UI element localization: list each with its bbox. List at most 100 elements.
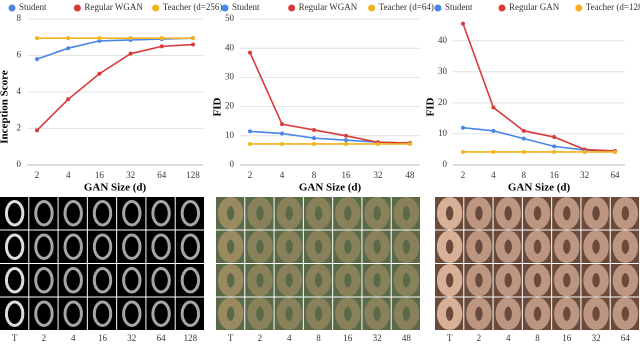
column-label: 128 xyxy=(184,333,198,343)
column-label: 4 xyxy=(287,333,292,343)
image-content xyxy=(393,264,420,297)
image-content xyxy=(364,297,390,330)
column-label: 16 xyxy=(562,333,572,343)
image-content xyxy=(364,264,390,297)
y-tick-label: 40 xyxy=(438,35,448,45)
image-content xyxy=(276,197,302,230)
image-content xyxy=(92,200,113,227)
legend-label: Regular GAN xyxy=(509,2,560,12)
image-content xyxy=(151,200,171,227)
data-point xyxy=(521,136,526,141)
image-content xyxy=(180,200,201,227)
image-content xyxy=(393,297,420,330)
data-point xyxy=(521,128,526,133)
image-content xyxy=(524,230,551,263)
image-content xyxy=(122,300,142,327)
x-tick-label: 48 xyxy=(406,170,416,180)
image-content xyxy=(151,300,171,327)
column-label: 32 xyxy=(592,333,601,343)
image-content xyxy=(63,300,83,327)
data-point xyxy=(461,21,465,26)
image-content xyxy=(122,233,142,260)
image-content xyxy=(524,264,551,297)
legend-marker xyxy=(575,4,583,12)
x-axis-label: GAN Size (d) xyxy=(84,182,147,194)
data-point xyxy=(552,135,557,140)
image-content xyxy=(583,264,609,297)
x-tick-label: 16 xyxy=(342,170,352,180)
image-content xyxy=(217,264,244,297)
x-tick-label: 8 xyxy=(522,170,527,180)
series-line xyxy=(36,43,194,131)
x-tick-label: 32 xyxy=(126,170,135,180)
data-point xyxy=(280,141,284,146)
image-content xyxy=(612,197,639,230)
y-tick-label: 40 xyxy=(225,42,235,52)
image-content xyxy=(495,297,521,330)
x-tick-label: 128 xyxy=(186,170,200,180)
column-label: T xyxy=(447,333,453,343)
y-tick-label: 10 xyxy=(438,128,448,138)
image-content xyxy=(466,230,492,263)
image-content xyxy=(554,297,580,330)
image-content xyxy=(554,264,580,297)
image-content xyxy=(466,297,492,330)
image-content xyxy=(122,200,142,227)
image-content xyxy=(217,297,244,330)
x-tick-label: 32 xyxy=(374,170,383,180)
y-tick-label: 4 xyxy=(17,86,22,96)
legend-marker xyxy=(498,4,506,12)
y-tick-label: 0 xyxy=(230,159,235,169)
image-content xyxy=(335,264,361,297)
data-point xyxy=(97,38,102,43)
y-tick-label: 0 xyxy=(443,159,448,169)
data-point xyxy=(344,141,348,146)
legend-label: Teacher (d=128) xyxy=(586,2,640,12)
data-point xyxy=(312,136,316,141)
data-point xyxy=(613,149,617,154)
image-content xyxy=(151,233,171,260)
image-content xyxy=(495,230,521,263)
x-tick-label: 64 xyxy=(611,170,621,180)
y-tick-label: 8 xyxy=(17,13,22,23)
x-axis-label: GAN Size (d) xyxy=(299,182,362,194)
data-point xyxy=(312,141,316,146)
column-label: 64 xyxy=(621,333,631,343)
data-point xyxy=(66,97,71,102)
column-label: 32 xyxy=(373,333,382,343)
image-content xyxy=(305,264,332,297)
data-point xyxy=(461,149,465,154)
image-content xyxy=(4,300,25,327)
data-point xyxy=(408,141,412,146)
y-tick-label: 20 xyxy=(225,101,235,111)
image-content xyxy=(180,233,201,260)
x-tick-label: 32 xyxy=(580,170,589,180)
image-content xyxy=(247,264,273,297)
image-content xyxy=(583,297,609,330)
data-point xyxy=(66,36,71,41)
legend-label: Regular WGAN xyxy=(299,2,358,12)
image-content xyxy=(364,197,390,230)
y-tick-label: 0 xyxy=(17,159,22,169)
image-content xyxy=(524,197,551,230)
data-point xyxy=(35,57,39,62)
y-axis-label: FID xyxy=(425,97,437,116)
column-label: 2 xyxy=(477,333,482,343)
image-content xyxy=(554,197,580,230)
image-content xyxy=(180,300,201,327)
image-content xyxy=(92,267,113,294)
data-point xyxy=(312,127,316,132)
x-tick-label: 4 xyxy=(66,170,71,180)
data-point xyxy=(66,46,71,51)
image-content xyxy=(63,267,83,294)
legend-label: Teacher (d=64) xyxy=(379,2,434,12)
image-content xyxy=(436,264,463,297)
data-point xyxy=(491,128,496,133)
image-content xyxy=(180,267,201,294)
image-content xyxy=(612,230,639,263)
x-tick-label: 16 xyxy=(95,170,105,180)
y-axis-label: FID xyxy=(212,97,224,116)
x-axis-label: GAN Size (d) xyxy=(508,182,571,194)
image-content xyxy=(466,264,492,297)
